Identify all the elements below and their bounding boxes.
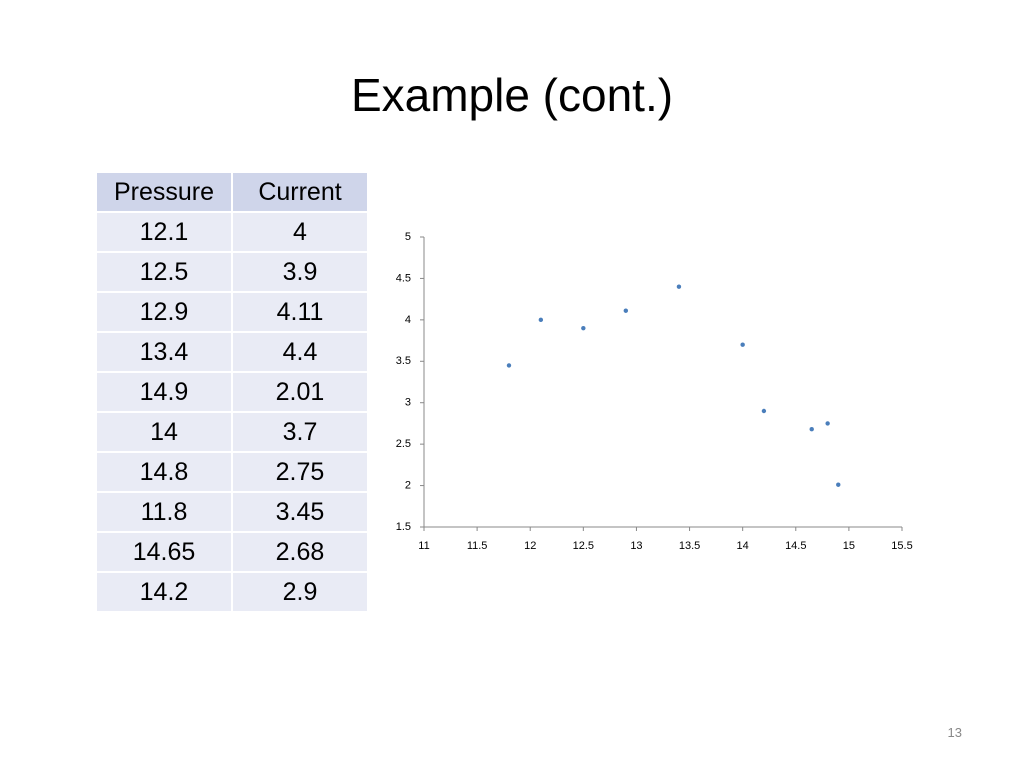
point xyxy=(761,408,767,414)
table-cell: 4.4 xyxy=(231,331,369,373)
x-tick-label: 12 xyxy=(524,540,536,552)
table-row: 11.8 3.45 xyxy=(95,491,369,533)
point xyxy=(581,325,586,331)
x-tick-label: 11 xyxy=(418,540,429,552)
point xyxy=(825,421,830,426)
table-cell: 2.9 xyxy=(231,571,369,613)
table-cell: 14 xyxy=(95,411,233,453)
table-cell: 14.9 xyxy=(95,371,233,413)
y-tick-label: 4 xyxy=(405,314,411,326)
x-tick-label: 14 xyxy=(737,540,749,552)
table-row: 14.9 2.01 xyxy=(95,371,369,413)
table-cell: 3.45 xyxy=(231,491,369,533)
y-tick-label: 3.5 xyxy=(396,355,411,367)
x-tick-label: 15.5 xyxy=(891,540,912,552)
table-cell: Pressure xyxy=(95,171,233,213)
point xyxy=(809,427,814,432)
table-cell: Current xyxy=(231,171,369,213)
table-cell: 14.65 xyxy=(95,531,233,573)
table-cell: 4.11 xyxy=(231,291,369,333)
x-tick-label: 12.5 xyxy=(573,540,594,552)
point xyxy=(623,308,629,313)
data-table: Pressure Current 12.1 4 12.5 3.9 12.9 4.11 13.4 4… xyxy=(95,171,369,613)
table-cell: 12.9 xyxy=(95,291,233,333)
point xyxy=(538,317,544,323)
x-tick-label: 14.5 xyxy=(785,540,806,552)
x-tick-label: 13 xyxy=(630,540,642,552)
y-tick-label: 4.5 xyxy=(396,272,411,284)
table-header: Pressure Current xyxy=(95,171,369,213)
y-tick-label: 2 xyxy=(405,479,411,491)
x-tick-label: 11.5 xyxy=(467,540,488,552)
table-cell: 11.8 xyxy=(95,491,233,533)
table-row: 14 3.7 xyxy=(95,411,369,453)
y-tick-label: 5 xyxy=(405,231,411,243)
table-cell: 14.2 xyxy=(95,571,233,613)
table-row: 12.9 4.11 xyxy=(95,291,369,333)
point xyxy=(740,342,745,347)
point xyxy=(836,482,841,487)
table-cell: 13.4 xyxy=(95,331,233,373)
table-row: 12.5 3.9 xyxy=(95,251,369,293)
table-cell: 2.75 xyxy=(231,451,369,493)
table-row: 12.1 4 xyxy=(95,211,369,253)
y-tick-label: 2.5 xyxy=(396,438,411,450)
table-row: 14.2 2.9 xyxy=(95,571,369,613)
y-tick-label: 3 xyxy=(405,397,411,409)
point xyxy=(676,284,682,289)
table-row: 13.4 4.4 xyxy=(95,331,369,373)
table-cell: 4 xyxy=(231,211,369,253)
table-cell: 14.8 xyxy=(95,451,233,493)
x-tick-label: 15 xyxy=(843,540,855,552)
slide-number: 13 xyxy=(947,725,962,740)
table-cell: 2.01 xyxy=(231,371,369,413)
table-row: 14.8 2.75 xyxy=(95,451,369,493)
table-cell: 3.9 xyxy=(231,251,369,293)
point xyxy=(506,363,512,368)
table-row: 14.65 2.68 xyxy=(95,531,369,573)
y-tick-label: 1.5 xyxy=(396,521,411,533)
table-cell: 2.68 xyxy=(231,531,369,573)
table-cell: 3.7 xyxy=(231,411,369,453)
slide-title: Example (cont.) xyxy=(350,69,674,121)
table-cell: 12.1 xyxy=(95,211,233,253)
x-tick-label: 13.5 xyxy=(679,540,700,552)
table-cell: 12.5 xyxy=(95,251,233,293)
